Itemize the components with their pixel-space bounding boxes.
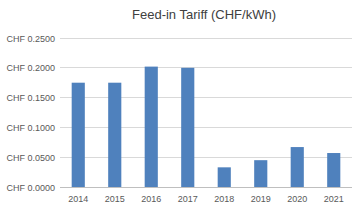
grid-line [60, 157, 352, 158]
y-tick-label: CHF 0.0500 [6, 153, 55, 163]
x-axis-line [60, 187, 352, 188]
grid-line [60, 67, 352, 68]
y-tick-label: CHF 0.1500 [6, 93, 55, 103]
chart: Feed-in Tariff (CHF/kWh) CHF 0.0000 CHF 0.… [0, 0, 360, 217]
bar [181, 68, 194, 187]
x-tick-label: 2021 [324, 194, 344, 204]
grid-line [60, 127, 352, 128]
bar [72, 83, 85, 187]
x-tick-label: 2019 [251, 194, 271, 204]
title: Feed-in Tariff (CHF/kWh) [132, 7, 276, 22]
bar [108, 83, 121, 187]
y-tick-label: CHF 0.2000 [6, 63, 55, 73]
x-tick-label: 2017 [178, 194, 198, 204]
y-tick-label: CHF 0.1000 [6, 123, 55, 133]
grid-line [60, 187, 352, 188]
background [0, 0, 360, 217]
x-tick-label: 2014 [68, 194, 88, 204]
grid-line [60, 38, 352, 39]
x-tick-label: 2016 [141, 194, 161, 204]
x-tick-label: 2020 [287, 194, 307, 204]
bar [291, 147, 304, 187]
grid-line [60, 97, 352, 98]
bar [145, 67, 158, 187]
y-tick-label: CHF 0.2500 [6, 34, 55, 44]
bar [254, 160, 267, 187]
x-tick-label: 2015 [105, 194, 125, 204]
y-tick-label: CHF 0.0000 [6, 183, 55, 193]
bar [218, 167, 231, 187]
x-tick-label: 2018 [214, 194, 234, 204]
bar [327, 153, 340, 187]
bars [72, 67, 341, 187]
